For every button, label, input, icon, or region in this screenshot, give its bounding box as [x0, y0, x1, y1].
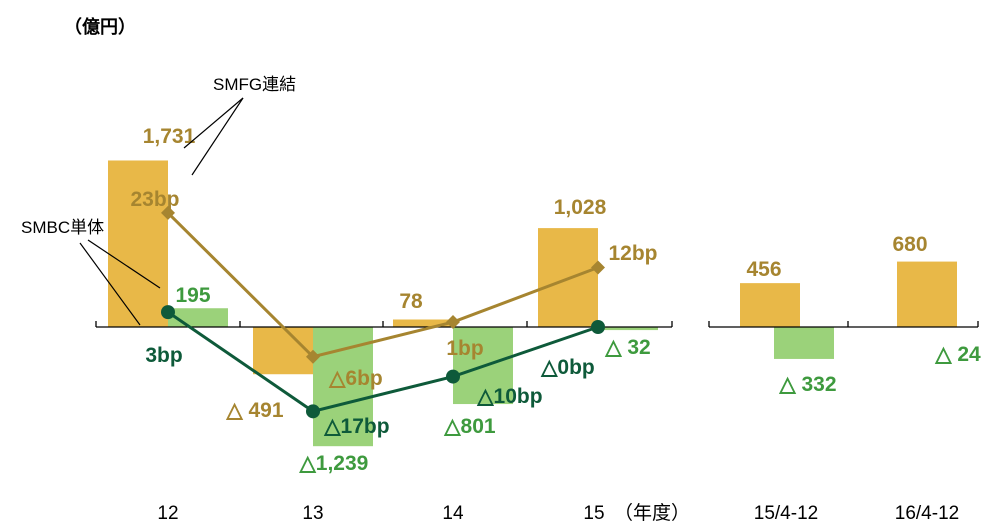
x-tick-label: 12 [157, 503, 178, 523]
bp-label-smfg: 23bp [130, 188, 179, 211]
smbc-bp-point [161, 305, 175, 320]
labels-layer: 1,731 195 △ 491 △1,239 78 △801 1,028 △ 32 456 △ 3… [130, 125, 980, 475]
bp-label-smbc: △10bp [476, 385, 542, 408]
smfg-bp-point [591, 260, 605, 275]
callout-smbc-leader [79, 242, 141, 326]
x-axis-suffix: （年度） [614, 502, 690, 523]
x-tick-label: 15/4-12 [754, 503, 818, 523]
bar-smbc [313, 327, 373, 447]
smbc-bp-line [167, 310, 599, 413]
lines-layer [161, 205, 605, 419]
bp-label-smbc: △17bp [323, 415, 389, 438]
data-label-smbc: △801 [443, 415, 496, 438]
smfg-bp-line [166, 211, 599, 359]
data-label-smfg: 1,731 [143, 125, 196, 148]
bar-smfg [897, 261, 957, 327]
data-label-smbc: △ 32 [604, 336, 650, 359]
bar-smbc [774, 327, 834, 359]
data-label-smfg: 78 [399, 290, 423, 313]
callouts-layer: SMFG連結 SMBC単体 [21, 75, 296, 326]
data-label-smfg: 456 [746, 258, 781, 281]
smbc-bp-point [446, 369, 460, 384]
bar-smfg [740, 283, 800, 327]
data-label-smbc: △ 24 [934, 343, 981, 366]
smbc-bp-point [591, 320, 605, 334]
data-label-smfg: 680 [892, 233, 927, 256]
axes-layer [95, 321, 979, 328]
callout-smfg: SMFG連結 [213, 75, 296, 94]
smfg-bp-point [161, 205, 175, 220]
bp-label-smfg: 1bp [446, 337, 483, 360]
x-tick-label: 16/4-12 [895, 503, 959, 523]
bar-smfg [108, 160, 168, 327]
callout-smbc: SMBC単体 [21, 218, 104, 237]
x-tick-label: 14 [442, 503, 464, 523]
callout-smbc-leader [87, 239, 161, 289]
bar-smfg [253, 327, 313, 375]
x-axis-labels: 12 13 14 15 15/4-12 16/4-12 （年度） [157, 502, 959, 523]
unit-label: （億円） [64, 16, 136, 37]
bp-label-smbc: △0bp [540, 356, 594, 379]
data-label-smbc: 195 [175, 284, 210, 307]
callout-smfg-leader [183, 97, 244, 149]
data-label-smbc: △1,239 [299, 452, 369, 475]
bp-label-smbc: 3bp [145, 344, 182, 367]
callout-smfg-leader [191, 97, 244, 176]
bp-label-smfg: 12bp [608, 242, 657, 265]
bp-label-smfg: △6bp [328, 367, 382, 390]
bar-smfg [393, 319, 453, 327]
smbc-bp-point [306, 404, 320, 419]
data-label-smfg: 1,028 [554, 196, 607, 219]
smfg-bp-point [306, 349, 320, 364]
smfg-bp-point [446, 315, 460, 330]
x-tick-label: 13 [302, 503, 323, 523]
data-label-smfg: △ 491 [225, 399, 283, 422]
bar-smbc [598, 327, 658, 331]
data-label-smbc: △ 332 [778, 373, 836, 396]
x-tick-label: 15 [583, 503, 604, 523]
